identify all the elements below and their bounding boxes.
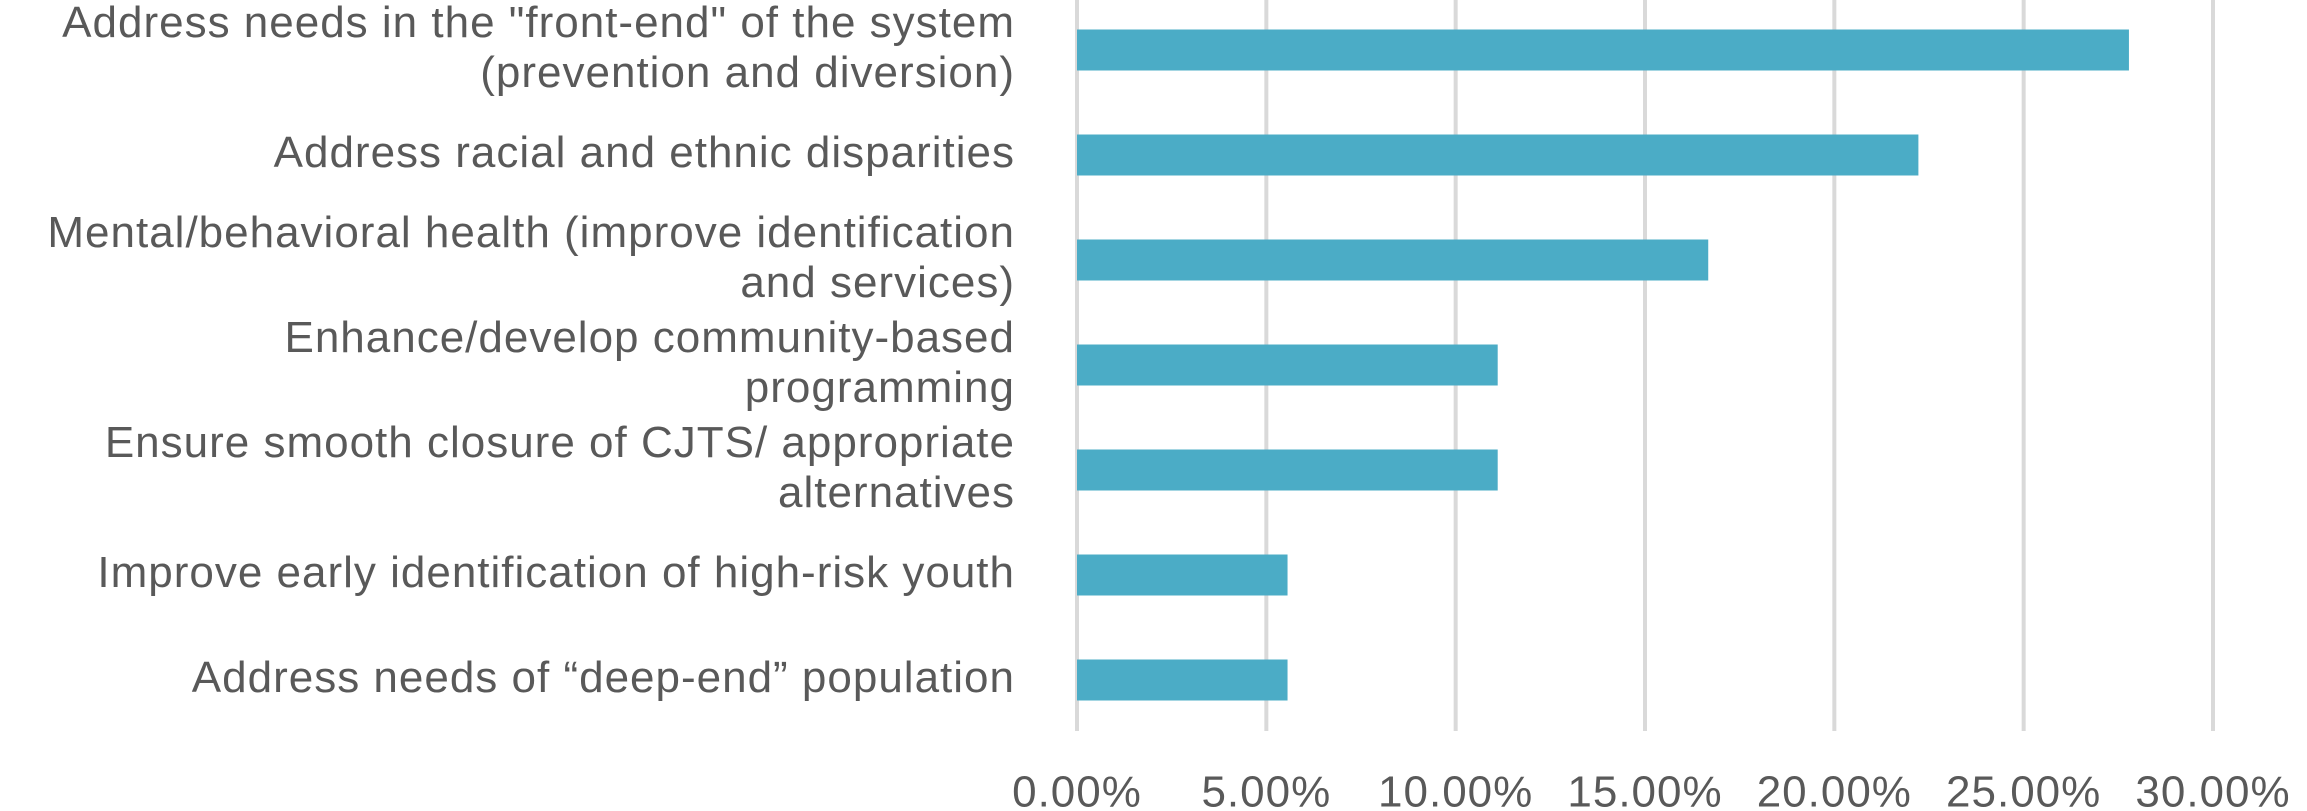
y-tick-label: Improve early identification of high-ris… <box>97 548 1015 597</box>
x-tick-label: 0.00% <box>1012 768 1142 811</box>
bar <box>1077 239 1709 281</box>
y-tick-label: Address needs in the "front-end" of the … <box>62 0 1015 97</box>
x-tick-label: 10.00% <box>1378 768 1533 811</box>
y-tick-label: Ensure smooth closure of CJTS/ appropria… <box>105 418 1015 517</box>
x-tick-label: 20.00% <box>1757 768 1912 811</box>
x-tick-label: 5.00% <box>1201 768 1331 811</box>
y-tick-label: Address racial and ethnic disparities <box>274 128 1015 177</box>
bar <box>1077 29 2129 71</box>
bar <box>1077 344 1498 386</box>
x-tick-label: 15.00% <box>1567 768 1722 811</box>
bar <box>1077 449 1498 491</box>
y-tick-label: Address needs of “deep-end” population <box>192 653 1015 702</box>
y-tick-label: Mental/behavioral health (improve identi… <box>47 208 1015 307</box>
x-tick-label: 25.00% <box>1946 768 2101 811</box>
bar <box>1077 659 1288 701</box>
bar <box>1077 134 1919 176</box>
y-tick-label: Enhance/develop community-based programmi… <box>284 313 1015 412</box>
bar <box>1077 554 1288 596</box>
x-tick-label: 30.00% <box>2135 768 2290 811</box>
